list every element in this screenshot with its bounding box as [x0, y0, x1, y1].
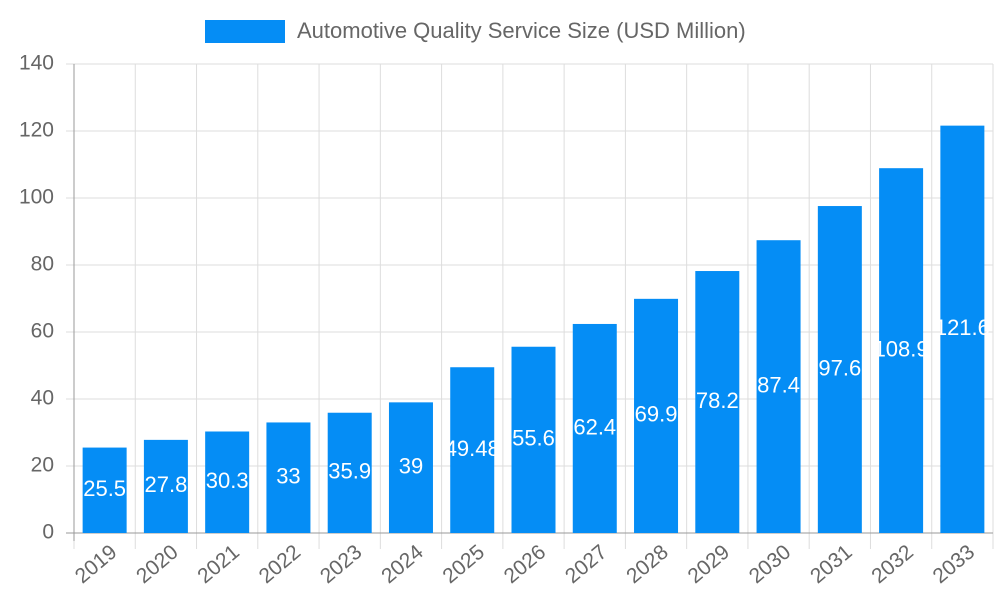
y-tick-label: 60 [31, 320, 54, 343]
y-tick-label: 120 [19, 119, 54, 142]
bar [511, 346, 556, 533]
x-tick-label: 2031 [806, 540, 857, 588]
bar [388, 402, 433, 533]
y-tick-label: 40 [31, 387, 54, 410]
data-label: 30.3 [206, 468, 249, 493]
y-tick-label: 0 [42, 521, 54, 544]
data-label: 35.9 [328, 459, 371, 484]
x-tick-label: 2028 [622, 540, 673, 588]
y-tick-label: 100 [19, 186, 54, 209]
y-tick-label: 140 [19, 52, 54, 75]
x-tick-label: 2021 [193, 540, 244, 588]
data-label: 62.4 [573, 414, 616, 439]
y-tick-label: 20 [31, 454, 54, 477]
bar [143, 439, 188, 533]
data-label: 33 [276, 464, 300, 489]
data-label: 39 [399, 453, 423, 478]
data-label: 78.2 [696, 388, 739, 413]
bar [450, 367, 495, 533]
x-tick-label: 2025 [438, 540, 489, 588]
y-tick-label: 80 [31, 253, 54, 276]
data-label: 87.4 [757, 372, 800, 397]
bar [817, 206, 862, 534]
data-label: 69.9 [635, 402, 678, 427]
bar [266, 422, 311, 533]
x-tick-label: 2019 [71, 540, 122, 588]
x-tick-label: 2026 [500, 540, 551, 588]
x-tick-label: 2022 [255, 540, 306, 588]
bar [327, 412, 372, 533]
bar [205, 431, 250, 533]
data-label: 108.9 [874, 336, 929, 361]
x-tick-label: 2027 [561, 540, 612, 588]
bar [879, 168, 924, 533]
data-label: 49.48 [445, 436, 500, 461]
bar [695, 271, 740, 533]
data-label: 97.6 [818, 355, 861, 380]
data-label: 55.6 [512, 426, 555, 451]
x-tick-label: 2024 [377, 540, 428, 588]
bar [82, 447, 127, 533]
x-tick-label: 2023 [316, 540, 367, 588]
data-label: 27.8 [144, 472, 187, 497]
legend-label: Automotive Quality Service Size (USD Mil… [297, 18, 746, 43]
data-label: 25.5 [83, 476, 126, 501]
x-tick-label: 2030 [745, 540, 796, 588]
legend-swatch [205, 20, 285, 43]
bar [634, 298, 679, 533]
x-tick-label: 2020 [132, 540, 183, 588]
bar [940, 125, 985, 533]
data-label: 121.6 [935, 315, 990, 340]
bar [756, 240, 801, 533]
x-tick-label: 2032 [867, 540, 918, 588]
x-tick-label: 2029 [684, 540, 735, 588]
x-tick-label: 2033 [929, 540, 980, 588]
bar [572, 323, 617, 533]
